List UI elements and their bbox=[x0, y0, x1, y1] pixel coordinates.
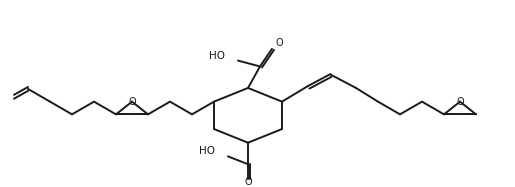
Text: HO: HO bbox=[209, 51, 225, 61]
Text: O: O bbox=[275, 38, 283, 48]
Text: HO: HO bbox=[199, 146, 215, 157]
Text: O: O bbox=[128, 97, 136, 107]
Text: O: O bbox=[456, 97, 464, 107]
Text: O: O bbox=[244, 177, 252, 187]
